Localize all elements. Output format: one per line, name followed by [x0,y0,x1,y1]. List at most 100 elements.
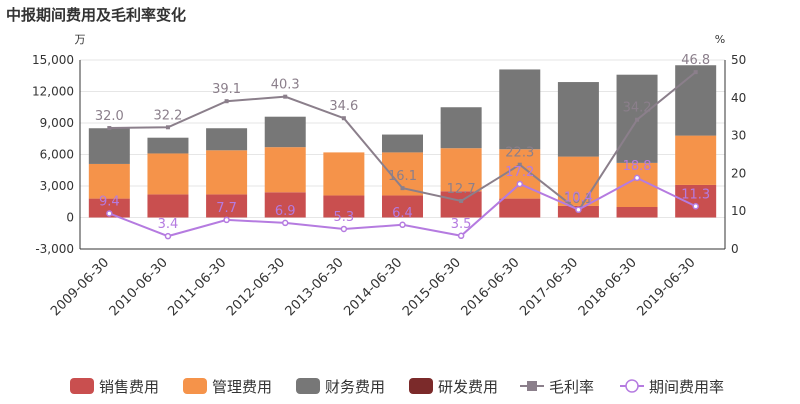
data-label-期间费用率: 10.4 [564,191,593,206]
left-tick-label: 9,000 [40,116,74,130]
point-毛利率 [459,198,464,203]
point-期间费用率 [340,225,348,233]
point-期间费用率 [281,219,289,227]
bar-管理费用 [206,150,248,195]
data-label-期间费用率: 3.5 [451,217,472,232]
bar-管理费用 [675,135,717,185]
left-tick-label: 3,000 [40,179,74,193]
data-label-毛利率: 32.0 [95,109,124,124]
left-tick-label: 15,000 [32,53,74,67]
x-tick-label: 2018-06-30 [576,255,640,319]
legend-marker-毛利率 [527,381,537,391]
bar-财务费用 [499,69,541,150]
data-label-期间费用率: 7.7 [216,201,237,216]
x-tick-label: 2019-06-30 [634,255,698,319]
bar-销售费用 [382,195,423,218]
data-label-毛利率: 39.1 [212,82,241,97]
point-期间费用率 [399,221,406,229]
point-期间费用率 [692,203,699,210]
bar-财务费用 [147,137,189,154]
point-毛利率 [224,99,229,104]
bar-销售费用 [616,207,658,218]
data-label-毛利率: 32.2 [153,108,182,123]
bar-销售费用 [264,192,306,218]
legend-swatch-研发费用 [409,378,433,394]
bar-财务费用 [206,128,248,151]
point-毛利率 [517,162,522,167]
data-label-期间费用率: 17.2 [505,165,534,180]
point-毛利率 [400,186,405,191]
bar-管理费用 [440,148,482,192]
legend-label-研发费用: 研发费用 [438,378,498,396]
right-axis-unit: % [715,33,725,46]
left-axis-unit: 万 [75,33,86,46]
x-tick-label: 2012-06-30 [224,255,288,319]
data-label-毛利率: 34.6 [329,99,358,114]
point-期间费用率 [106,210,113,217]
bar-销售费用 [675,184,717,218]
bar-管理费用 [264,147,306,193]
bar-财务费用 [88,128,130,164]
data-label-期间费用率: 9.4 [99,194,120,209]
legend-label-管理费用: 管理费用 [212,378,272,396]
legend-label-财务费用: 财务费用 [325,378,385,396]
left-tick-label: -3,000 [35,242,74,256]
bar-销售费用 [206,194,248,218]
x-tick-label: 2010-06-30 [107,255,171,319]
legend-label-毛利率: 毛利率 [549,378,594,396]
bar-销售费用 [147,194,189,218]
data-label-期间费用率: 5.3 [334,210,355,225]
data-label-毛利率: 34.2 [623,101,652,116]
x-tick-label: 2009-06-30 [48,255,112,319]
data-label-毛利率: 16.1 [388,169,417,184]
x-tick-label: 2011-06-30 [165,255,229,319]
right-tick-label: 10 [731,204,746,218]
right-tick-label: 0 [731,242,739,256]
x-tick-label: 2017-06-30 [517,255,581,319]
bar-销售费用 [440,191,482,218]
point-期间费用率 [457,232,465,240]
point-期间费用率 [633,174,641,182]
chart-title: 中报期间费用及毛利率变化 [6,6,187,24]
x-tick-label: 2014-06-30 [341,255,405,319]
data-label-毛利率: 10.1 [564,192,593,207]
point-期间费用率 [223,216,230,224]
data-label-期间费用率: 11.3 [681,187,710,202]
data-label-毛利率: 12.7 [447,182,476,197]
data-label-期间费用率: 3.4 [158,217,179,232]
bar-财务费用 [557,82,599,157]
data-label-毛利率: 46.8 [681,53,710,68]
bar-财务费用 [264,116,306,148]
right-tick-label: 50 [731,53,746,67]
point-毛利率 [107,126,112,131]
left-tick-label: 6,000 [40,148,74,162]
bar-财务费用 [675,65,717,136]
bar-财务费用 [382,134,423,153]
bar-销售费用 [88,198,130,218]
legend-label-销售费用: 销售费用 [99,378,159,396]
point-毛利率 [341,116,346,121]
bar-管理费用 [557,156,599,206]
x-tick-label: 2013-06-30 [283,255,347,319]
legend-swatch-财务费用 [296,378,320,394]
data-label-期间费用率: 6.4 [392,206,413,221]
right-tick-label: 20 [731,166,746,180]
legend-marker-期间费用率 [625,379,639,393]
x-tick-label: 2015-06-30 [400,255,464,319]
data-label-期间费用率: 18.8 [623,159,652,174]
point-期间费用率 [164,232,172,240]
bar-管理费用 [147,153,189,195]
point-毛利率 [635,117,640,122]
left-tick-label: 12,000 [32,85,74,99]
data-label-毛利率: 22.3 [505,146,534,161]
right-tick-label: 30 [731,129,746,143]
right-tick-label: 40 [731,91,746,105]
bar-销售费用 [499,198,541,218]
bar-管理费用 [88,163,130,199]
point-期间费用率 [575,206,582,213]
legend-swatch-销售费用 [70,378,94,394]
point-毛利率 [693,70,698,75]
point-毛利率 [283,94,288,99]
